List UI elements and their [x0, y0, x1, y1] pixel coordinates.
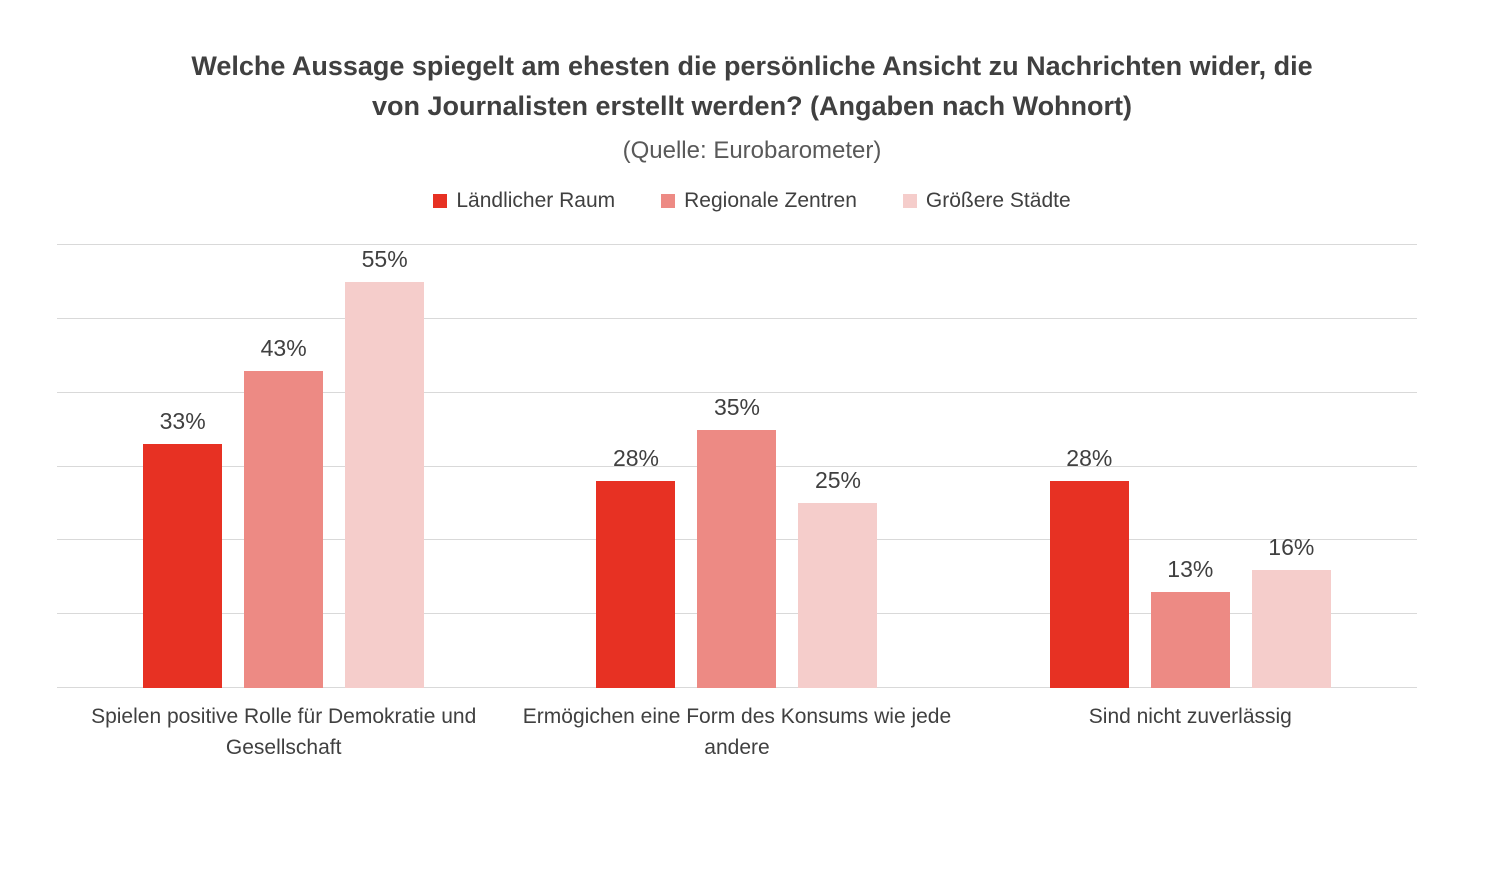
bar-groups: 33% 43% 55% 28% 35% 25% 28% 13% 16%: [57, 245, 1417, 688]
legend-swatch-icon: [661, 194, 676, 208]
bar-unit: 43%: [244, 245, 324, 688]
bar-value-label: 43%: [260, 334, 307, 361]
bar-unit: 35%: [697, 245, 777, 688]
category-label: Sind nicht zuverlässig: [1088, 705, 1292, 728]
category-label: Ermögichen eine Form des Konsums wie jed…: [522, 705, 952, 759]
category-axis: Spielen positive Rolle für Demokratie un…: [57, 701, 1417, 763]
bar-unit: 25%: [798, 245, 878, 688]
legend-item: Ländlicher Raum: [433, 189, 615, 213]
legend-label: Größere Städte: [925, 189, 1071, 212]
bar: [798, 503, 878, 688]
legend-swatch-icon: [902, 194, 917, 208]
bar: [697, 429, 777, 688]
bar-group: 28% 13% 16%: [964, 245, 1417, 688]
legend-swatch-icon: [433, 194, 448, 208]
bar: [345, 281, 425, 688]
bar-value-label: 33%: [159, 408, 206, 435]
bar: [244, 370, 324, 688]
bar-value-label: 25%: [814, 467, 861, 494]
bar: [1049, 481, 1129, 688]
bar: [1251, 569, 1331, 688]
bar-value-label: 13%: [1167, 556, 1214, 583]
legend-label: Ländlicher Raum: [456, 189, 616, 212]
bar: [1150, 592, 1230, 688]
chart-legend: Ländlicher Raum Regionale Zentren Größere …: [0, 188, 1504, 214]
legend-label: Regionale Zentren: [684, 189, 857, 212]
bar-value-label: 28%: [612, 445, 659, 472]
legend-item: Regionale Zentren: [661, 189, 857, 213]
bar-unit: 28%: [1049, 245, 1129, 688]
bar: [143, 444, 223, 688]
gridline: [57, 391, 1417, 393]
bar-value-label: 55%: [361, 245, 408, 272]
bar-unit: 13%: [1150, 245, 1230, 688]
bar-value-label: 35%: [713, 393, 760, 420]
bar-group: 28% 35% 25%: [510, 245, 963, 688]
category-label: Spielen positive Rolle für Demokratie un…: [91, 705, 477, 759]
bar-unit: 28%: [596, 245, 676, 688]
bar-unit: 33%: [143, 245, 223, 688]
legend-item: Größere Städte: [902, 189, 1071, 213]
bar-unit: 55%: [345, 245, 425, 688]
gridline: [57, 244, 1417, 245]
gridline: [57, 317, 1417, 319]
bar: [596, 481, 676, 688]
plot-area: 33% 43% 55% 28% 35% 25% 28% 13% 16%: [57, 244, 1417, 688]
bar-unit: 16%: [1251, 245, 1331, 688]
bar-value-label: 16%: [1268, 533, 1315, 560]
chart-title: Welche Aussage spiegelt am ehesten die p…: [191, 51, 1313, 121]
bar-value-label: 28%: [1066, 445, 1113, 472]
bar-group: 33% 43% 55%: [57, 245, 510, 688]
chart-subtitle: (Quelle: Eurobarometer): [622, 137, 882, 164]
